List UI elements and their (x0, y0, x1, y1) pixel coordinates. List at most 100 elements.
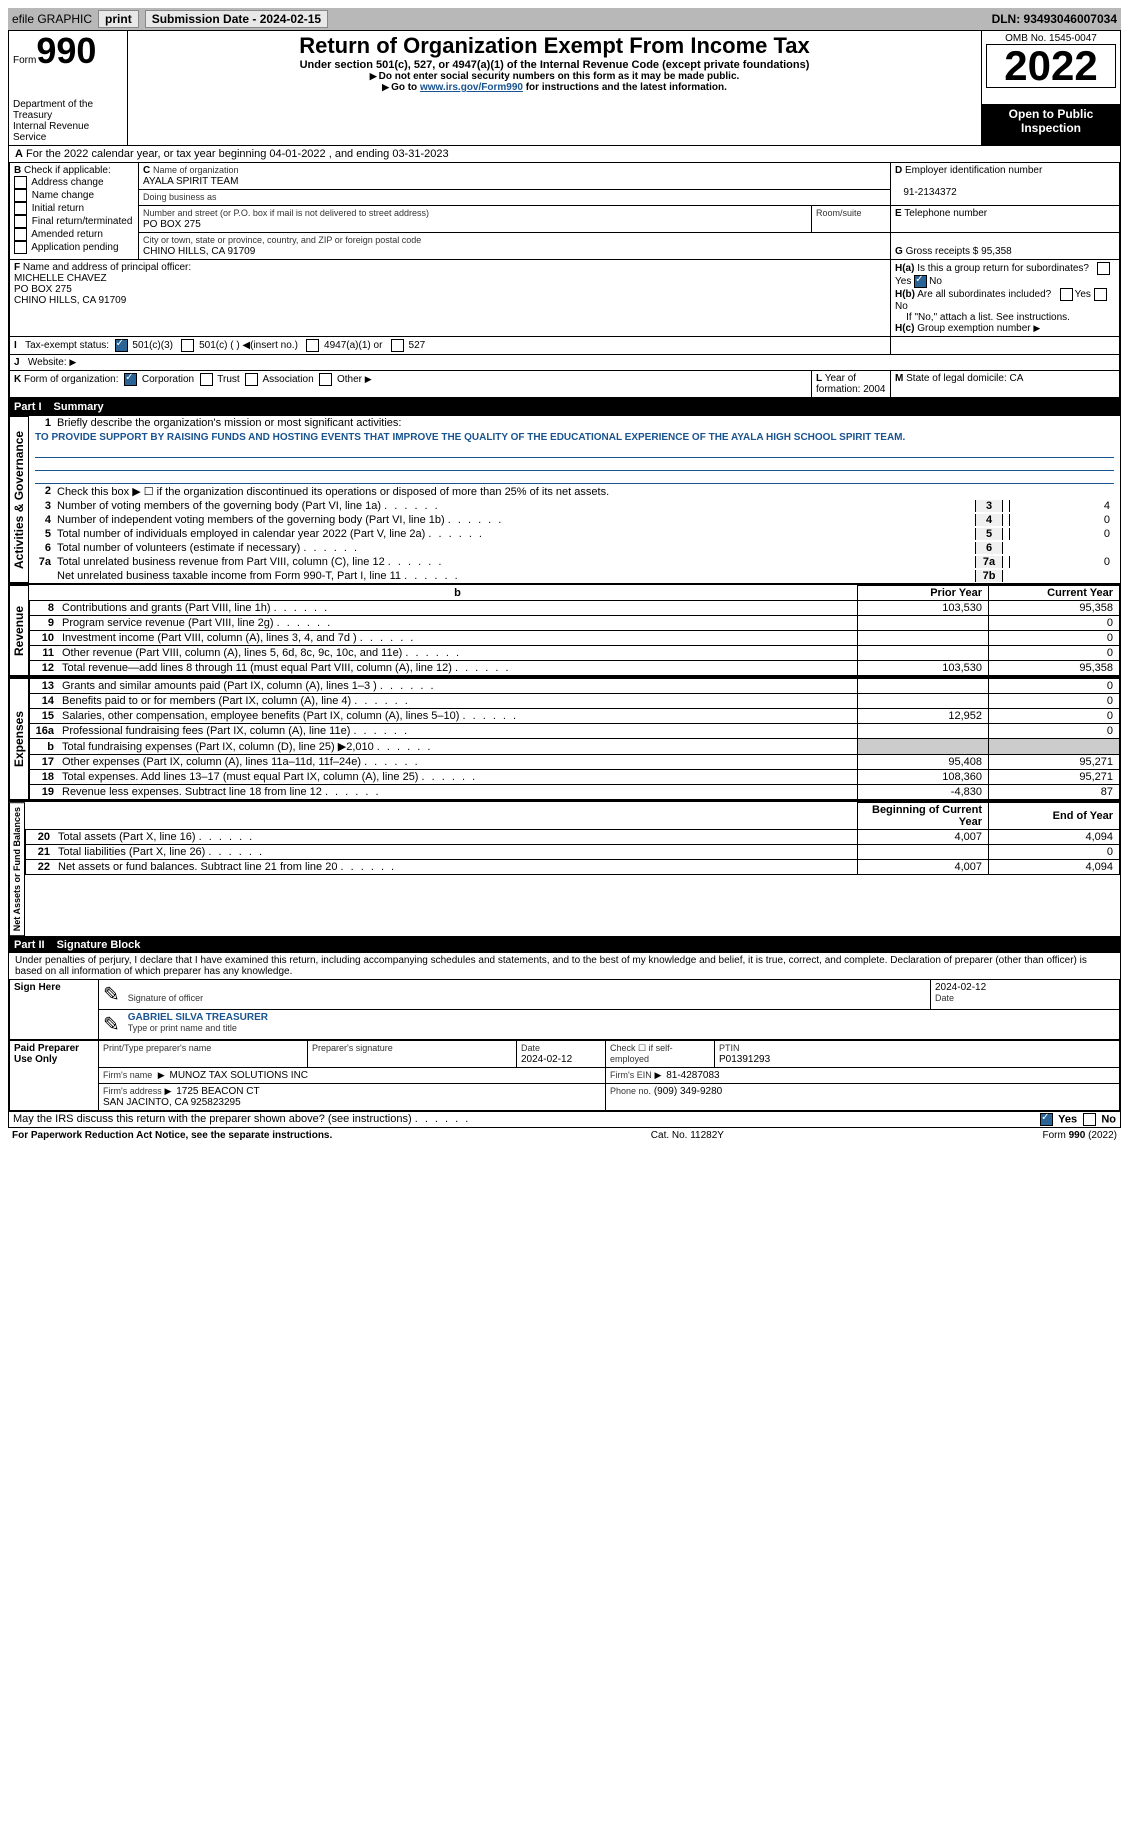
i-label: Tax-exempt status: (25, 340, 109, 351)
checkbox-other[interactable] (319, 373, 332, 386)
page-footer: For Paperwork Reduction Act Notice, see … (8, 1128, 1121, 1143)
officer-name: MICHELLE CHAVEZ (14, 273, 107, 284)
checkbox-amended[interactable] (14, 228, 27, 241)
sign-here-table: Sign Here ✎ Signature of officer 2024-02… (9, 979, 1120, 1040)
prep-date-label: Date (521, 1043, 540, 1053)
checkbox-corp[interactable] (124, 373, 137, 386)
hc-label: Group exemption number (917, 323, 1030, 334)
date-label: Date (935, 993, 954, 1003)
checkbox-app-pending[interactable] (14, 241, 27, 254)
line1-label: Briefly describe the organization's miss… (57, 417, 1116, 429)
net-assets-table: Beginning of Current YearEnd of Year 20T… (25, 802, 1120, 875)
expenses-table: 13Grants and similar amounts paid (Part … (29, 678, 1120, 800)
checkbox-name-change[interactable] (14, 189, 27, 202)
checkbox-final-return[interactable] (14, 215, 27, 228)
phone-label: Phone no. (610, 1086, 651, 1096)
checkbox-initial-return[interactable] (14, 202, 27, 215)
revenue-table: bPrior YearCurrent Year 8Contributions a… (29, 585, 1120, 676)
checkbox-ha-yes[interactable] (1097, 262, 1110, 275)
firm-ein-label: Firm's EIN (610, 1070, 652, 1080)
irs-discuss-q: May the IRS discuss this return with the… (13, 1113, 412, 1125)
irs-link[interactable]: www.irs.gov/Form990 (420, 82, 523, 93)
part2-header: Part II Signature Block (8, 937, 1121, 953)
prior-year-header: Prior Year (858, 586, 989, 601)
arrow-icon (370, 71, 379, 82)
main-title: Return of Organization Exempt From Incom… (132, 33, 977, 59)
d-label: Employer identification number (905, 165, 1042, 176)
entity-section: B Check if applicable: Address change Na… (9, 162, 1120, 398)
open-public-label: Open to Public Inspection (982, 105, 1121, 146)
paid-prep-label: Paid Preparer Use Only (10, 1041, 99, 1111)
arrow-icon (69, 357, 78, 368)
l-label: Year of formation: (816, 373, 860, 395)
sidebar-activities: Activities & Governance (9, 416, 29, 583)
checkbox-trust[interactable] (200, 373, 213, 386)
sidebar-revenue: Revenue (9, 585, 29, 676)
boy-header: Beginning of Current Year (858, 803, 989, 830)
gross-receipts: 95,358 (981, 246, 1012, 257)
sidebar-expenses: Expenses (9, 678, 29, 800)
sidebar-net-assets: Net Assets or Fund Balances (9, 802, 25, 936)
firm-ein: 81-4287083 (666, 1070, 719, 1081)
prep-date: 2024-02-12 (521, 1054, 572, 1065)
top-bar: efile GRAPHIC print Submission Date - 20… (8, 8, 1121, 30)
subtitle: Under section 501(c), 527, or 4947(a)(1)… (132, 59, 977, 71)
year-formation: 2004 (863, 384, 885, 395)
checkbox-hb-no[interactable] (1094, 288, 1107, 301)
ha-label: Is this a group return for subordinates? (917, 263, 1089, 274)
penalties-text: Under penalties of perjury, I declare th… (9, 953, 1120, 979)
addr-label: Number and street (or P.O. box if mail i… (143, 208, 429, 218)
prep-name-label: Print/Type preparer's name (103, 1043, 211, 1053)
checkbox-assoc[interactable] (245, 373, 258, 386)
cat-no: Cat. No. 11282Y (651, 1130, 724, 1141)
print-button[interactable]: print (98, 10, 139, 28)
arrow-icon (655, 1070, 664, 1081)
paid-preparer-table: Paid Preparer Use Only Print/Type prepar… (9, 1040, 1120, 1111)
checkbox-address-change[interactable] (14, 176, 27, 189)
arrow-icon (382, 82, 391, 93)
instr-2-post: for instructions and the latest informat… (523, 82, 727, 93)
type-name-label: Type or print name and title (128, 1023, 237, 1033)
officer-addr1: PO BOX 275 (14, 284, 72, 295)
firm-name: MUNOZ TAX SOLUTIONS INC (170, 1070, 309, 1081)
k-label: Form of organization: (24, 374, 119, 385)
checkbox-irs-no[interactable] (1083, 1113, 1096, 1126)
g-label: Gross receipts $ (906, 246, 979, 257)
eoy-header: End of Year (989, 803, 1120, 830)
checkbox-4947[interactable] (306, 339, 319, 352)
sig-officer-label: Signature of officer (128, 993, 203, 1003)
dept-label: Department of the Treasury Internal Reve… (13, 99, 123, 143)
checkbox-501c3[interactable] (115, 339, 128, 352)
tax-year: 2022 (986, 44, 1116, 88)
form-footer: 990 (1069, 1130, 1086, 1141)
checkbox-501c[interactable] (181, 339, 194, 352)
firm-addr-label: Firm's address (103, 1086, 162, 1096)
pen-icon: ✎ (103, 1014, 120, 1036)
domicile: CA (1010, 373, 1024, 384)
officer-addr2: CHINO HILLS, CA 91709 (14, 295, 126, 306)
sig-date: 2024-02-12 (935, 982, 986, 993)
c-name-label: Name of organization (153, 165, 239, 175)
instr-2-pre: Go to (391, 82, 420, 93)
checkbox-ha-no[interactable] (914, 275, 927, 288)
hb-note: If "No," attach a list. See instructions… (906, 312, 1070, 323)
part2-title: Part II (14, 939, 45, 951)
line2: Check this box ▶ ☐ if the organization d… (57, 485, 1116, 498)
check-self-label: Check ☐ if self-employed (610, 1043, 673, 1064)
checkbox-hb-yes[interactable] (1060, 288, 1073, 301)
sign-here-label: Sign Here (10, 980, 99, 1040)
arrow-icon (365, 374, 374, 385)
b-label: Check if applicable: (24, 165, 111, 176)
pra-notice: For Paperwork Reduction Act Notice, see … (12, 1130, 332, 1141)
j-label: Website: (28, 357, 67, 368)
part1-name: Summary (54, 401, 104, 413)
checkbox-irs-yes[interactable] (1040, 1113, 1053, 1126)
form-label: Form (13, 55, 36, 66)
arrow-icon (1033, 323, 1042, 334)
checkbox-527[interactable] (391, 339, 404, 352)
e-label: Telephone number (904, 208, 987, 219)
org-name: AYALA SPIRIT TEAM (143, 176, 238, 187)
pen-icon: ✎ (103, 984, 120, 1006)
arrow-icon (165, 1086, 174, 1097)
prep-sig-label: Preparer's signature (312, 1043, 393, 1053)
